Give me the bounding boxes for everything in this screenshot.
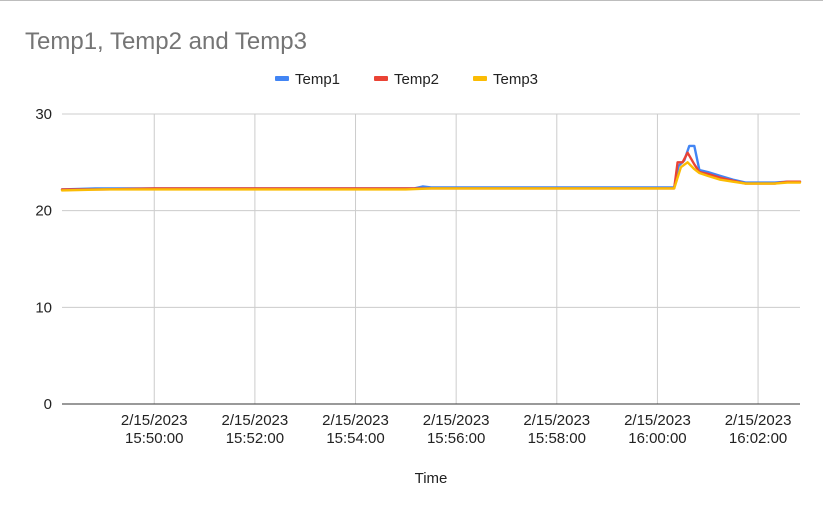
y-tick-label: 10 (35, 299, 52, 316)
y-tick-label: 20 (35, 203, 52, 220)
legend-label-temp1: Temp1 (295, 71, 340, 88)
grid-lines (62, 113, 800, 404)
legend-swatch-temp2 (374, 76, 388, 81)
x-axis-ticks: 2/15/202315:50:002/15/202315:52:002/15/2… (121, 412, 792, 447)
x-tick-date: 2/15/2023 (624, 412, 691, 429)
series-line-temp2 (60, 151, 802, 191)
y-axis-ticks: 0 10 20 30 (35, 106, 52, 413)
legend-swatch-temp1 (275, 76, 289, 81)
x-tick-date: 2/15/2023 (322, 412, 389, 429)
x-tick-time: 15:58:00 (528, 430, 586, 447)
x-tick-time: 16:00:00 (628, 430, 686, 447)
series-line-temp3 (60, 161, 802, 192)
legend-label-temp2: Temp2 (394, 71, 439, 88)
series-line-temp1 (60, 144, 802, 191)
y-tick-label: 30 (35, 106, 52, 123)
x-tick-date: 2/15/2023 (725, 412, 792, 429)
legend-label-temp3: Temp3 (493, 71, 538, 88)
chart-title: Temp1, Temp2 and Temp3 (25, 28, 307, 55)
x-tick-date: 2/15/2023 (121, 412, 188, 429)
legend-swatch-temp3 (473, 76, 487, 81)
x-tick-time: 15:54:00 (326, 430, 384, 447)
x-axis-title: Time (415, 470, 448, 487)
series-lines (60, 144, 802, 192)
y-tick-label: 0 (44, 396, 52, 413)
legend: Temp1 Temp2 Temp3 (275, 71, 538, 88)
x-tick-time: 15:56:00 (427, 430, 485, 447)
x-tick-date: 2/15/2023 (423, 412, 490, 429)
x-tick-date: 2/15/2023 (222, 412, 289, 429)
x-tick-time: 16:02:00 (729, 430, 787, 447)
x-tick-time: 15:52:00 (226, 430, 284, 447)
x-tick-date: 2/15/2023 (523, 412, 590, 429)
x-tick-time: 15:50:00 (125, 430, 183, 447)
